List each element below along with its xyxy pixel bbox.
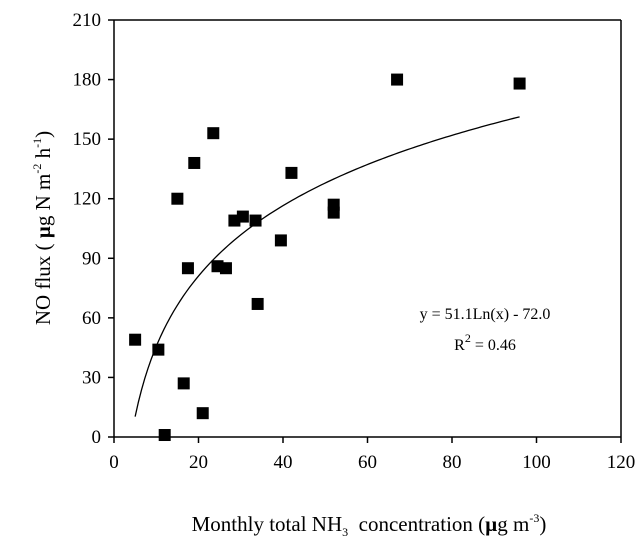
y-tick-label: 60 (82, 308, 101, 329)
data-point (152, 343, 165, 356)
data-point (207, 127, 220, 140)
trendline (134, 116, 520, 417)
data-point (274, 234, 287, 247)
data-point (249, 214, 262, 227)
x-tick-label: 60 (358, 452, 377, 473)
y-tick-label: 90 (82, 248, 101, 269)
y-tick-label: 180 (73, 70, 102, 91)
data-point (251, 297, 264, 310)
x-tick-label: 80 (443, 452, 462, 473)
trend-r-squared: R2 = 0.46 (454, 331, 516, 354)
data-point (285, 166, 298, 179)
data-point (158, 429, 171, 442)
data-points (129, 73, 526, 442)
x-ticks: 0 20 40 60 80 100 120 (109, 437, 635, 473)
data-point (196, 407, 209, 420)
data-point (327, 206, 340, 219)
y-tick-label: 30 (82, 367, 101, 388)
y-tick-label: 120 (73, 189, 102, 210)
trend-equation: y = 51.1Ln(x) - 72.0 (420, 306, 551, 323)
data-point (219, 262, 232, 275)
y-axis-label: NO flux ( µg N m-2 h-1) (30, 131, 55, 325)
x-tick-label: 20 (189, 452, 208, 473)
x-tick-label: 40 (274, 452, 293, 473)
data-point (188, 156, 201, 169)
data-point (177, 377, 190, 390)
y-tick-label: 0 (92, 427, 102, 448)
y-ticks: 0 30 60 90 120 150 180 210 (73, 10, 114, 448)
plot-area: 0 20 40 60 80 100 120 0 30 60 90 120 150 180 210 (73, 10, 636, 473)
y-tick-label: 210 (73, 10, 102, 31)
data-point (129, 333, 142, 346)
x-tick-label: 0 (109, 452, 119, 473)
data-point (391, 73, 404, 86)
data-point (236, 210, 249, 223)
x-axis-label: Monthly total NH3 concentration (µg m-3) (192, 511, 547, 539)
x-tick-label: 100 (522, 452, 551, 473)
data-point (181, 262, 194, 275)
y-tick-label: 150 (73, 129, 102, 150)
data-point (513, 77, 526, 90)
x-tick-label: 120 (607, 452, 636, 473)
data-point (171, 192, 184, 205)
